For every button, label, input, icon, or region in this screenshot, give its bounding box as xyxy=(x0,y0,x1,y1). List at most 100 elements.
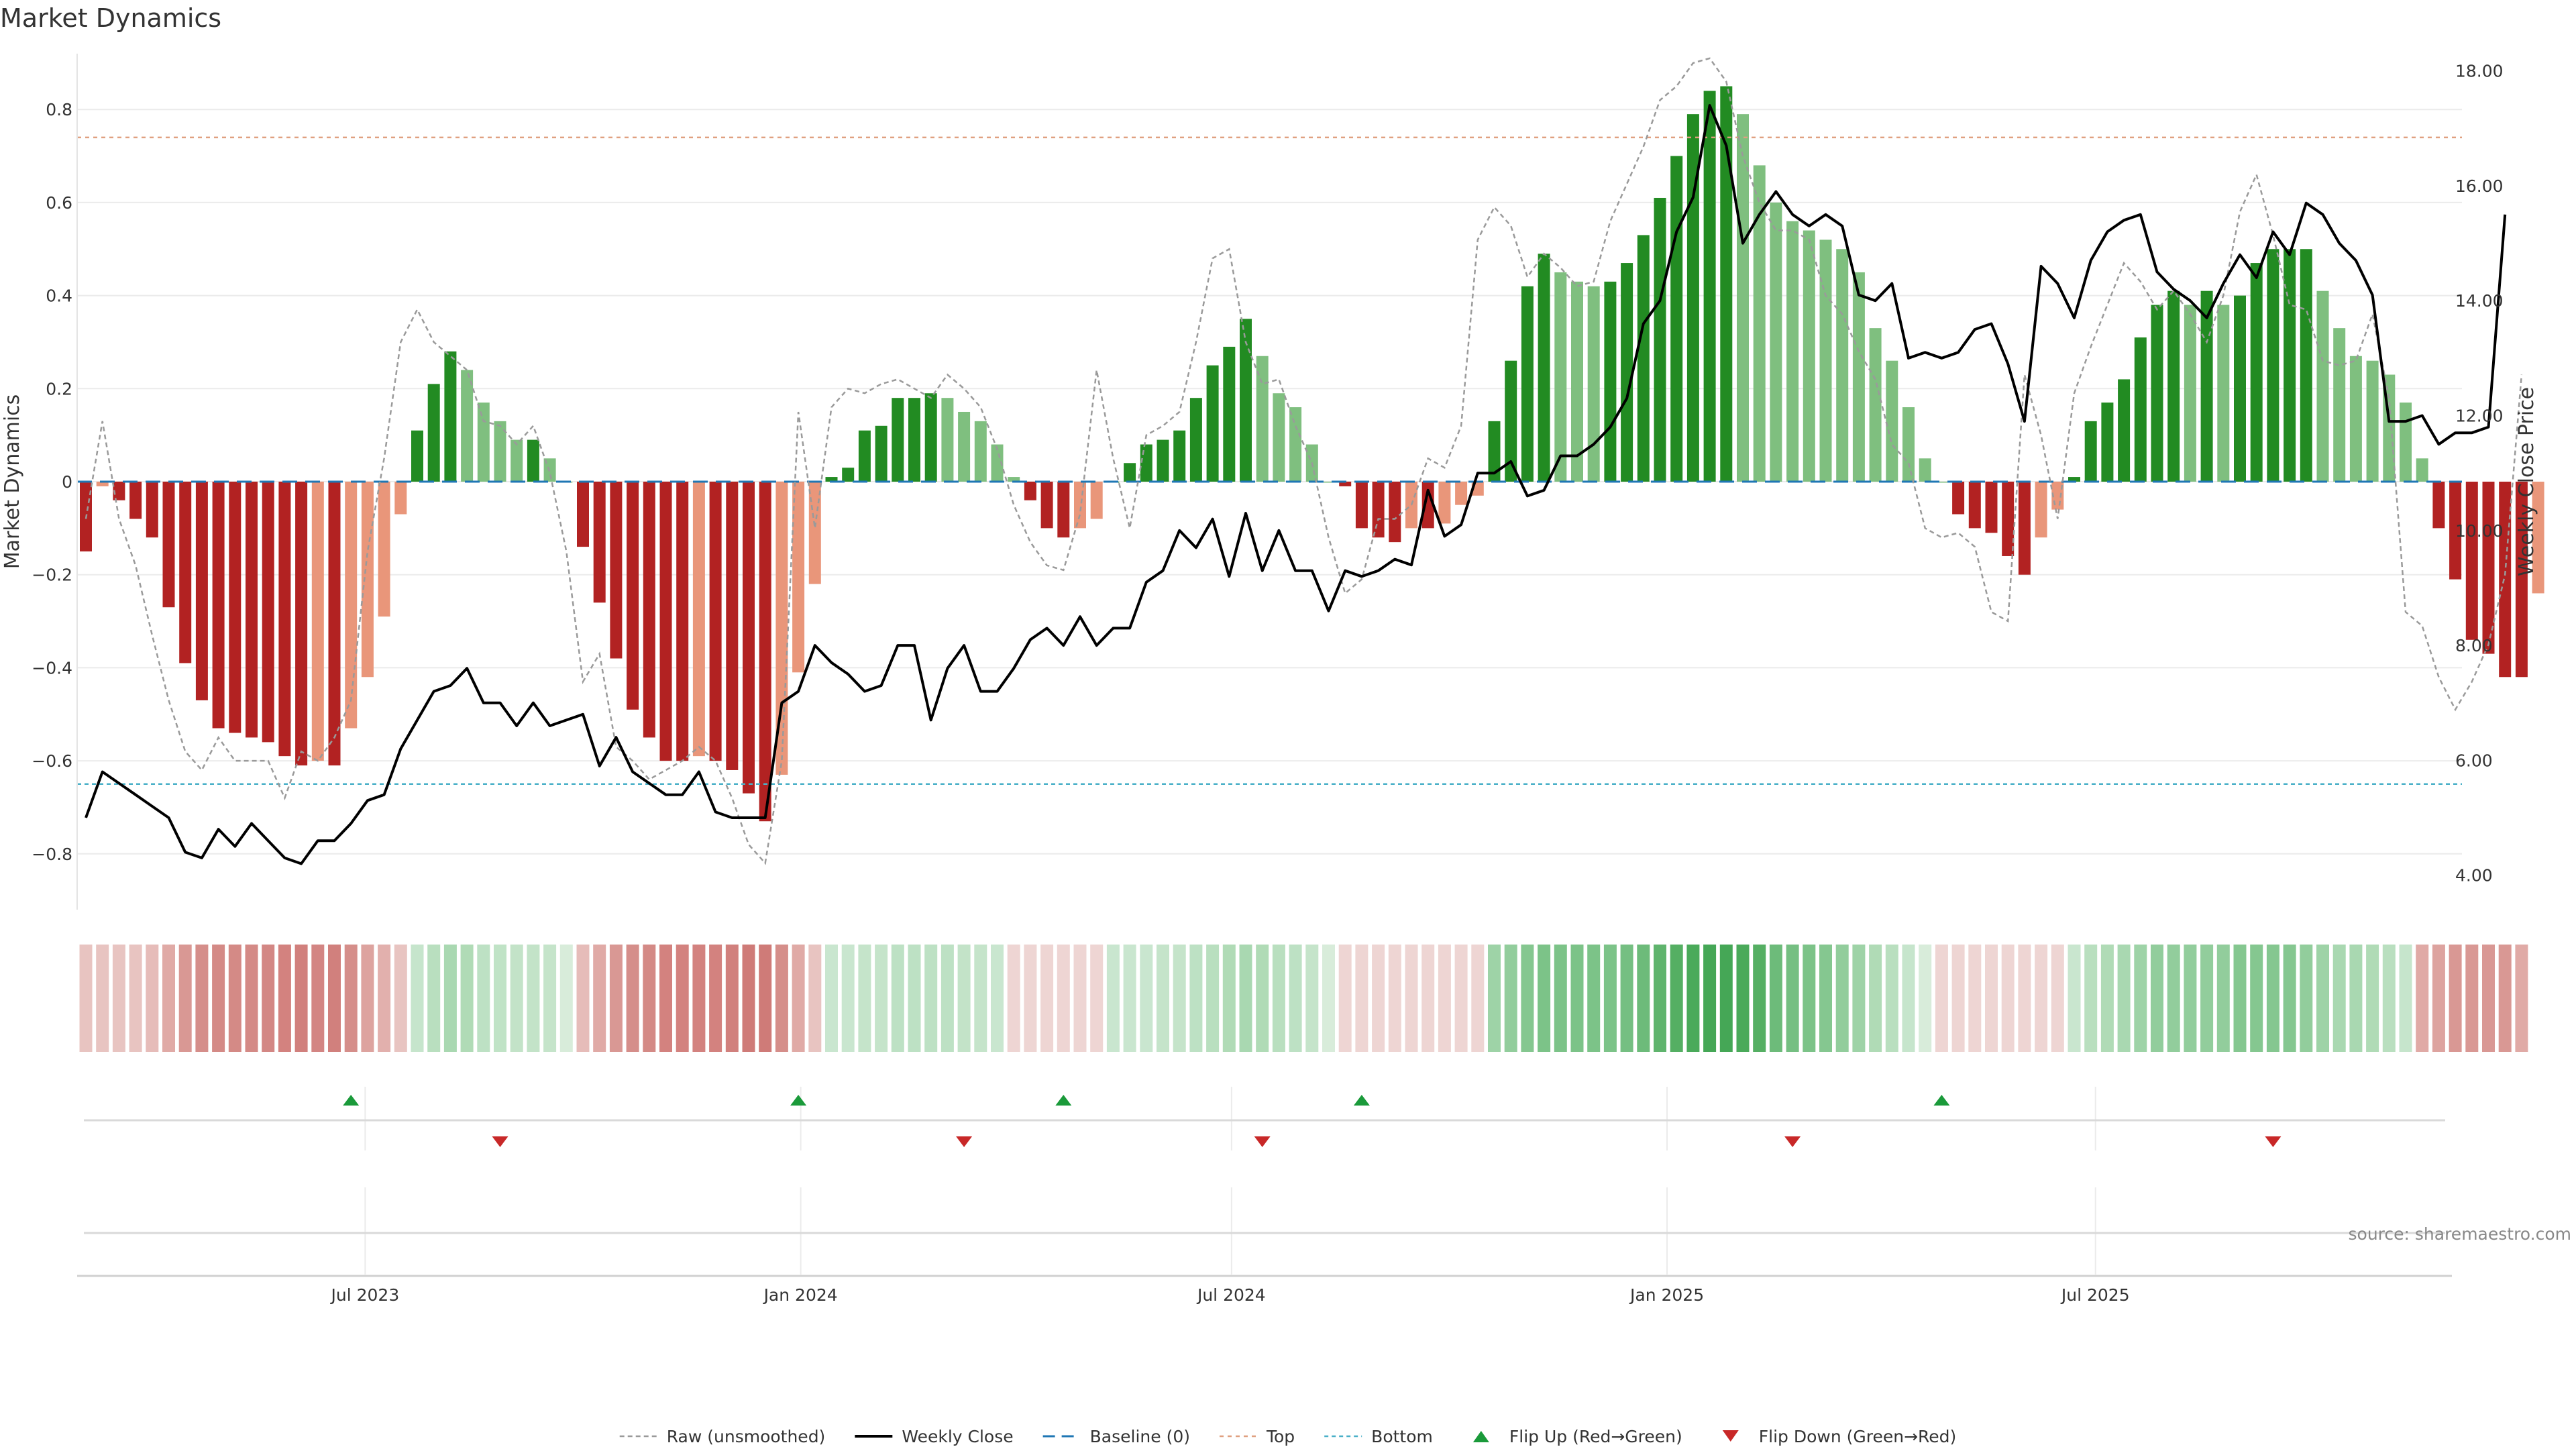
heatmap-cell xyxy=(659,945,672,1052)
heatmap-cell xyxy=(2018,945,2031,1052)
heatmap-cell xyxy=(792,945,805,1052)
heatmap-cell xyxy=(79,945,93,1052)
dynamics-bar xyxy=(1803,230,1815,482)
dynamics-bar xyxy=(2101,402,2114,482)
y-tick-label: −0.8 xyxy=(32,845,72,864)
dynamics-bar xyxy=(1703,91,1716,482)
y-tick-label: 0.2 xyxy=(46,379,72,398)
heatmap-cell xyxy=(924,945,938,1052)
heatmap-cell xyxy=(1719,945,1733,1052)
dynamics-bar xyxy=(2035,482,2047,538)
dynamics-bar xyxy=(311,482,324,761)
dynamics-bar xyxy=(1554,272,1567,482)
heatmap-cell xyxy=(460,945,474,1052)
empty-panel xyxy=(84,1187,2445,1275)
dynamics-bar xyxy=(892,398,904,482)
heatmap-cell xyxy=(1289,945,1302,1052)
y-tick-label: −0.4 xyxy=(32,658,72,678)
heatmap-cell xyxy=(129,945,142,1052)
heatmap-cell xyxy=(2035,945,2048,1052)
heatmap-cell xyxy=(1654,945,1666,1052)
heatmap-cell xyxy=(2332,945,2346,1052)
heatmap-cell xyxy=(1256,945,1269,1052)
y-tick-label: 0.6 xyxy=(46,193,72,213)
heatmap-cell xyxy=(178,945,192,1052)
dynamics-bar xyxy=(1206,365,1219,482)
heatmap-cell xyxy=(394,945,407,1052)
dynamics-bar xyxy=(2349,356,2362,482)
dynamics-bar xyxy=(246,482,258,738)
dynamics-bar xyxy=(743,482,755,794)
dynamics-bar xyxy=(1621,263,1633,482)
dynamics-bar xyxy=(129,482,142,519)
x-tick-label: Jan 2024 xyxy=(763,1285,838,1305)
heatmap-cell xyxy=(2465,945,2479,1052)
y-tick-label: 0.8 xyxy=(46,100,72,119)
series-lines xyxy=(85,57,2523,865)
heatmap-cell xyxy=(1538,945,1551,1052)
dynamics-bar xyxy=(2084,421,2097,482)
dynamics-bar xyxy=(2167,290,2180,482)
legend-swatch-flip-down xyxy=(1722,1430,1739,1442)
weekly-close-line xyxy=(85,104,2507,865)
heatmap-cell xyxy=(2300,945,2313,1052)
heatmap-cell xyxy=(2001,945,2015,1052)
heatmap-cell xyxy=(2498,945,2512,1052)
flip-up-marker xyxy=(1353,1095,1370,1106)
dynamics-bar xyxy=(1836,249,1849,482)
dynamics-bar xyxy=(2449,482,2462,580)
heatmap-cell xyxy=(1885,945,1898,1052)
dynamics-bar xyxy=(1372,482,1385,538)
heatmap-cell xyxy=(1057,945,1070,1052)
heatmap-cell xyxy=(808,945,822,1052)
heatmap-cell xyxy=(2399,945,2412,1052)
heatmap-cell xyxy=(1670,945,1683,1052)
heatmap-cell xyxy=(775,945,788,1052)
heatmap-cell xyxy=(1421,945,1435,1052)
heatmap-cell xyxy=(626,945,639,1052)
dynamics-bar xyxy=(1140,444,1152,482)
dynamics-bar xyxy=(2482,482,2495,654)
dynamics-bar xyxy=(328,482,341,766)
heatmap-cell xyxy=(2366,945,2379,1052)
heatmap-cell xyxy=(2416,945,2429,1052)
dynamics-bar xyxy=(1455,482,1468,505)
heatmap-cell xyxy=(609,945,623,1052)
heatmap-cell xyxy=(378,945,391,1052)
heatmap-cell xyxy=(1272,945,1285,1052)
heatmap-cell xyxy=(1753,945,1766,1052)
dynamics-bar xyxy=(1438,482,1451,524)
dynamics-bar xyxy=(444,351,457,482)
heatmap-cell xyxy=(559,945,573,1052)
dynamics-bar xyxy=(2316,290,2329,482)
dynamics-bar xyxy=(1571,281,1583,482)
dynamics-bar xyxy=(262,482,274,743)
heatmap-cell xyxy=(875,945,888,1052)
dynamics-bar xyxy=(659,482,672,761)
dynamics-bar xyxy=(96,482,109,486)
dynamics-bar xyxy=(179,482,192,663)
dynamics-bar xyxy=(1935,482,1948,483)
dynamics-bar xyxy=(494,421,506,482)
y2-tick-label: 6.00 xyxy=(2455,751,2493,770)
dynamics-bar xyxy=(1852,272,1865,482)
heatmap-cell xyxy=(725,945,739,1052)
legend: Raw (unsmoothed) Weekly Close Baseline (0)… xyxy=(619,1427,1956,1446)
raw-line xyxy=(85,57,2523,865)
dynamics-bar xyxy=(527,439,539,482)
y2-tick-label: 16.00 xyxy=(2455,176,2504,196)
heatmap-cell xyxy=(1239,945,1252,1052)
dynamics-bar xyxy=(146,482,158,538)
heatmap-cell xyxy=(1173,945,1186,1052)
dynamics-bar xyxy=(958,411,971,482)
y-tick-label: −0.2 xyxy=(32,566,72,585)
heatmap-cell xyxy=(1140,945,1153,1052)
dynamics-bar xyxy=(2333,328,2346,482)
heatmap-cell xyxy=(1106,945,1120,1052)
heatmap-cell xyxy=(1935,945,1948,1052)
heatmap-cell xyxy=(1438,945,1451,1052)
dynamics-bar xyxy=(577,482,589,547)
x-tick-label: Jul 2024 xyxy=(1196,1285,1266,1305)
dynamics-bar xyxy=(278,482,291,757)
dynamics-bar xyxy=(411,430,423,482)
